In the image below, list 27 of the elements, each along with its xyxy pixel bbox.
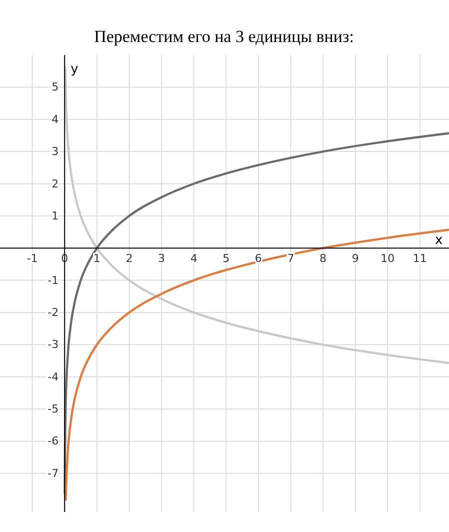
y-tick-label: 5 bbox=[52, 80, 59, 94]
y-tick-label: -2 bbox=[48, 306, 59, 319]
y-tick-label: -6 bbox=[48, 434, 59, 448]
y-tick-label: -5 bbox=[48, 402, 59, 416]
x-tick-label: 3 bbox=[158, 252, 166, 265]
y-tick-label: -7 bbox=[48, 466, 59, 480]
x-tick-label: 5 bbox=[222, 252, 230, 265]
line-series bbox=[64, 132, 449, 496]
y-tick-label: -4 bbox=[48, 370, 59, 384]
y-tick-label: 3 bbox=[52, 145, 59, 158]
x-tick-label: 9 bbox=[352, 252, 359, 265]
x-tick-label: 4 bbox=[190, 252, 198, 265]
y-tick-label: 4 bbox=[52, 112, 59, 126]
x-tick-label: 7 bbox=[287, 252, 294, 265]
chart-title: Переместим его на 3 единицы вниз: bbox=[94, 27, 354, 46]
y-tick-label: 1 bbox=[52, 209, 59, 222]
x-tick-label: 2 bbox=[126, 252, 133, 265]
y-tick-label: -1 bbox=[48, 274, 59, 287]
y-axis-title: y bbox=[70, 62, 79, 77]
x-axis-title: x bbox=[435, 233, 443, 248]
x-tick-label: 1 bbox=[93, 252, 100, 265]
x-tick-label: -1 bbox=[26, 252, 38, 265]
x-tick-label: 11 bbox=[412, 252, 427, 265]
x-tick-label: 8 bbox=[320, 252, 327, 265]
y-tick-label: -3 bbox=[48, 338, 59, 352]
y-tick-label: 2 bbox=[52, 177, 59, 190]
x-tick-label: 10 bbox=[380, 252, 395, 265]
